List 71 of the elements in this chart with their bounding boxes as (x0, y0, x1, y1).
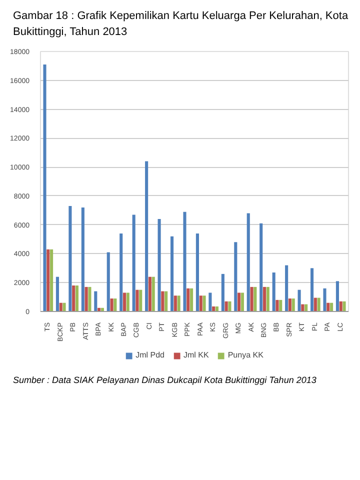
legend-label: Jml Pdd (136, 350, 164, 360)
bar (81, 208, 84, 312)
bar (136, 290, 139, 312)
bar (199, 296, 202, 312)
bar (330, 302, 334, 312)
chart-title: Gambar 18 : Grafik Kepemilikan Kartu Keluarga Per Kelurahan, Kota Bukittinggi, Tahun 2013 (12, 9, 350, 40)
bar (148, 276, 152, 312)
bar (161, 291, 164, 312)
bar (314, 298, 317, 312)
bar (336, 281, 339, 312)
bar (238, 292, 241, 312)
bar (50, 249, 54, 312)
bar (190, 288, 194, 312)
bar (132, 214, 136, 312)
bar (288, 298, 292, 312)
bar (276, 300, 279, 312)
bar (186, 288, 190, 312)
bar (279, 300, 282, 312)
bar (177, 296, 180, 312)
bar (183, 212, 186, 312)
bar (326, 302, 330, 312)
bar (59, 302, 62, 312)
bar (158, 219, 161, 312)
bar (310, 268, 314, 312)
bar (88, 286, 92, 312)
bar (84, 286, 88, 312)
bar (323, 288, 326, 312)
bar (202, 296, 206, 312)
bar (266, 286, 270, 312)
bar (254, 286, 257, 312)
bar (262, 286, 266, 312)
bar (75, 286, 79, 312)
bar (317, 298, 320, 312)
bar (62, 302, 66, 312)
bar (292, 298, 295, 312)
bar (56, 276, 59, 312)
bar (285, 265, 288, 312)
bar (246, 213, 250, 312)
bar (122, 292, 126, 312)
bar (120, 234, 123, 312)
bar (114, 298, 117, 312)
bar (228, 301, 232, 312)
text: Sumber : Data SIAK Pelayanan Dinas Dukcapil Kota Bukittinggi Tahun 2013 (13, 374, 316, 387)
bar (164, 291, 168, 312)
bar (208, 292, 212, 312)
legend-label: Jml KK (183, 350, 209, 360)
bar (152, 276, 155, 312)
bar (106, 252, 110, 312)
bar (43, 64, 46, 312)
bar (94, 291, 98, 312)
bar (174, 296, 177, 312)
bar (145, 161, 148, 312)
bar (272, 272, 276, 312)
bar (46, 249, 50, 312)
bar (196, 234, 199, 312)
bar (342, 301, 346, 312)
bar (234, 242, 238, 312)
bar (170, 236, 174, 312)
bar (72, 286, 76, 312)
bar (110, 298, 114, 312)
bar (221, 274, 224, 312)
bar (68, 206, 72, 312)
bar (126, 292, 130, 312)
bar (339, 301, 342, 312)
bar (298, 290, 301, 312)
bar (139, 290, 142, 312)
bar (250, 286, 254, 312)
bar (260, 223, 263, 312)
bar (240, 292, 244, 312)
legend-label: Punya KK (228, 350, 264, 360)
bar (224, 301, 228, 312)
